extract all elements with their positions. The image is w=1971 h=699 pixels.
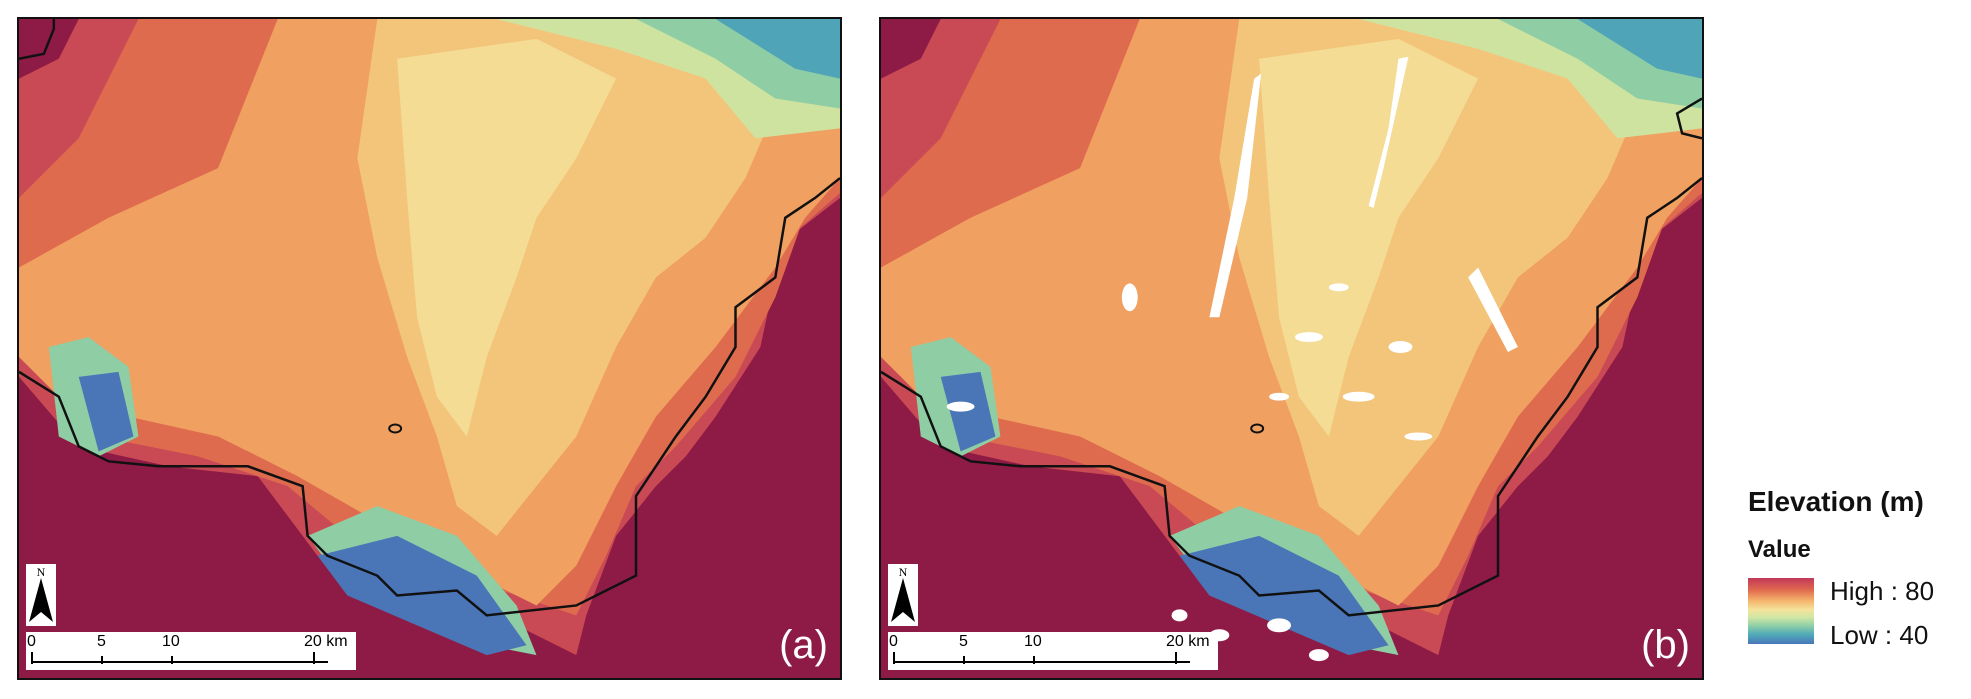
legend-title: Elevation (m) xyxy=(1748,486,1924,517)
map-panel-a: N 0 5 10 20 km (a) xyxy=(17,17,842,680)
scale-bar-graphic xyxy=(893,652,1190,664)
north-arrow: N xyxy=(26,564,56,626)
panel-label-b: (b) xyxy=(1641,623,1690,667)
elevation-legend: Elevation (m) Value High : 80 Low : 40 xyxy=(1748,486,1968,676)
scale-tick-20: 20 km xyxy=(304,633,348,650)
north-letter: N xyxy=(36,565,46,579)
scale-tick-10: 10 xyxy=(162,633,180,650)
north-arrow: N xyxy=(888,564,918,626)
scale-bar-graphic xyxy=(31,652,328,664)
elevation-map-b xyxy=(881,19,1702,678)
map-panel-b: N 0 5 10 20 km (b) xyxy=(879,17,1704,680)
scale-tick-0: 0 xyxy=(27,633,36,650)
scale-tick-0: 0 xyxy=(889,633,898,650)
north-letter: N xyxy=(898,565,908,579)
north-arrow-icon xyxy=(29,578,53,622)
scale-bar: 0 5 10 20 km xyxy=(26,632,356,670)
panel-label-a: (a) xyxy=(779,623,828,667)
legend-low-label: Low : 40 xyxy=(1830,620,1929,650)
scale-bar: 0 5 10 20 km xyxy=(888,632,1218,670)
scale-tick-5: 5 xyxy=(97,633,106,650)
legend-color-ramp xyxy=(1748,578,1814,644)
legend-subtitle: Value xyxy=(1748,536,1811,563)
scale-tick-5: 5 xyxy=(959,633,968,650)
north-arrow-icon xyxy=(891,578,915,622)
legend-high-label: High : 80 xyxy=(1830,576,1935,606)
scale-tick-10: 10 xyxy=(1024,633,1042,650)
elevation-map-a xyxy=(19,19,840,678)
scale-tick-20: 20 km xyxy=(1166,633,1210,650)
